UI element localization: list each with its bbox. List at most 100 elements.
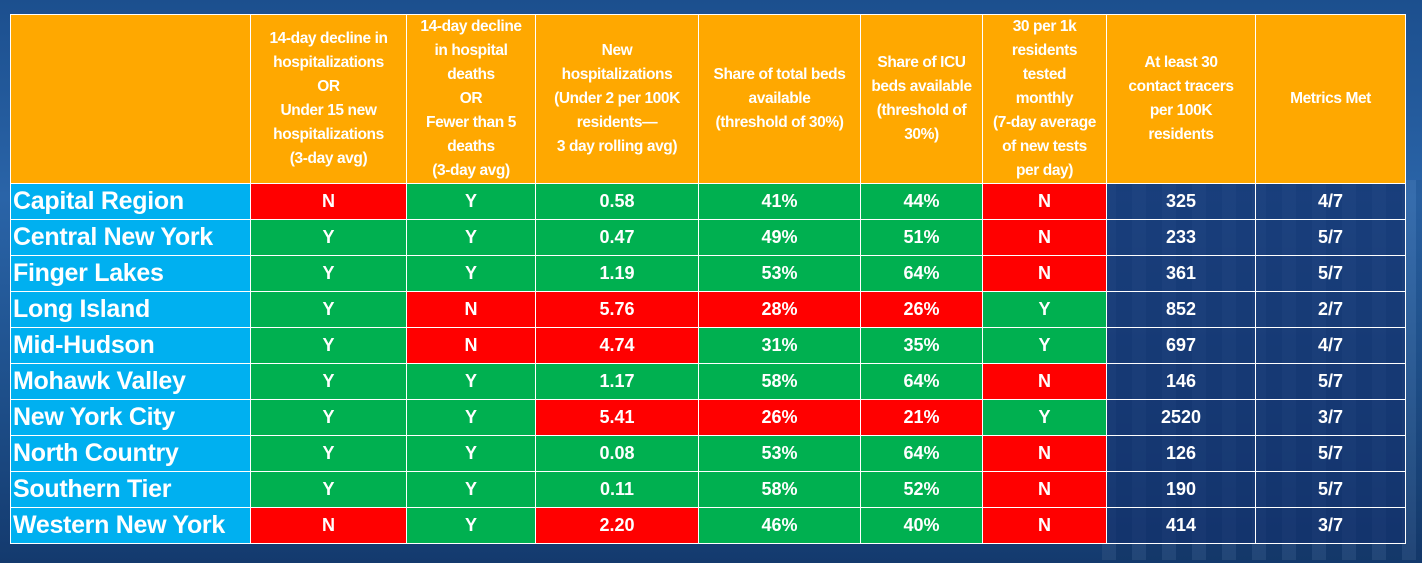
table-row: Southern Tier Y Y 0.11 58% 52% N 190 5/7	[10, 471, 1406, 508]
region-name: Southern Tier	[10, 471, 251, 508]
metric-cell: 5.41	[535, 399, 699, 436]
metric-cell: Y	[406, 471, 536, 508]
metric-cell: Y	[250, 219, 407, 256]
metric-cell: 26%	[860, 291, 983, 328]
table-row: Mid-Hudson Y N 4.74 31% 35% Y 697 4/7	[10, 327, 1406, 364]
metric-cell: 51%	[860, 219, 983, 256]
metrics-met-cell: 2/7	[1255, 291, 1406, 328]
column-header: New hospitalizations (Under 2 per 100K resi…	[535, 14, 699, 184]
metric-cell: 26%	[698, 399, 861, 436]
region-name: Central New York	[10, 219, 251, 256]
column-header	[10, 14, 251, 184]
region-name: Finger Lakes	[10, 255, 251, 292]
column-header: At least 30 contact tracers per 100K reside…	[1106, 14, 1256, 184]
regional-metrics-table: 14-day decline in hospitalizations OR Under…	[10, 14, 1406, 544]
metric-cell: Y	[406, 219, 536, 256]
metric-cell: 0.11	[535, 471, 699, 508]
metric-cell: 64%	[860, 255, 983, 292]
metrics-met-cell: 5/7	[1255, 435, 1406, 472]
region-name: Capital Region	[10, 183, 251, 220]
metric-cell: N	[982, 471, 1107, 508]
metric-cell: 1.19	[535, 255, 699, 292]
metric-cell: 5.76	[535, 291, 699, 328]
metric-cell: 21%	[860, 399, 983, 436]
region-name: North Country	[10, 435, 251, 472]
metric-cell: 52%	[860, 471, 983, 508]
metric-cell: Y	[406, 399, 536, 436]
metric-cell: Y	[250, 255, 407, 292]
metric-cell: Y	[250, 471, 407, 508]
metric-cell: 53%	[698, 435, 861, 472]
metric-cell: N	[982, 255, 1107, 292]
region-name: Mid-Hudson	[10, 327, 251, 364]
metric-cell: 0.47	[535, 219, 699, 256]
contact-tracers-cell: 852	[1106, 291, 1256, 328]
column-header: Share of ICU beds available (threshold of 3…	[860, 14, 983, 184]
metric-cell: Y	[406, 183, 536, 220]
metric-cell: Y	[250, 327, 407, 364]
contact-tracers-cell: 190	[1106, 471, 1256, 508]
table-row: Central New York Y Y 0.47 49% 51% N 233 5/7	[10, 219, 1406, 256]
metric-cell: 0.08	[535, 435, 699, 472]
metric-cell: 0.58	[535, 183, 699, 220]
metric-cell: N	[982, 435, 1107, 472]
column-header: Metrics Met	[1255, 14, 1406, 184]
metric-cell: Y	[982, 291, 1107, 328]
metric-cell: 31%	[698, 327, 861, 364]
metric-cell: 4.74	[535, 327, 699, 364]
metric-cell: N	[406, 327, 536, 364]
table-row: Long Island Y N 5.76 28% 26% Y 852 2/7	[10, 291, 1406, 328]
metric-cell: 35%	[860, 327, 983, 364]
metrics-met-cell: 3/7	[1255, 507, 1406, 544]
metric-cell: 41%	[698, 183, 861, 220]
metric-cell: Y	[250, 399, 407, 436]
region-name: New York City	[10, 399, 251, 436]
metric-cell: 64%	[860, 363, 983, 400]
metric-cell: 44%	[860, 183, 983, 220]
metric-cell: 58%	[698, 471, 861, 508]
metrics-met-cell: 5/7	[1255, 219, 1406, 256]
metric-cell: 28%	[698, 291, 861, 328]
metric-cell: 58%	[698, 363, 861, 400]
metric-cell: 1.17	[535, 363, 699, 400]
metric-cell: Y	[250, 363, 407, 400]
metric-cell: 64%	[860, 435, 983, 472]
metrics-met-cell: 5/7	[1255, 363, 1406, 400]
column-header: 14-day decline in hospitalizations OR Under…	[250, 14, 407, 184]
metrics-met-cell: 4/7	[1255, 183, 1406, 220]
header-row: 14-day decline in hospitalizations OR Under…	[10, 14, 1406, 184]
contact-tracers-cell: 361	[1106, 255, 1256, 292]
metric-cell: N	[982, 219, 1107, 256]
metric-cell: N	[982, 507, 1107, 544]
metric-cell: Y	[406, 435, 536, 472]
table-row: North Country Y Y 0.08 53% 64% N 126 5/7	[10, 435, 1406, 472]
contact-tracers-cell: 146	[1106, 363, 1256, 400]
column-header: Share of total beds available (threshold o…	[698, 14, 861, 184]
metrics-met-cell: 5/7	[1255, 471, 1406, 508]
metric-cell: Y	[406, 255, 536, 292]
region-name: Long Island	[10, 291, 251, 328]
metric-cell: N	[250, 507, 407, 544]
metric-cell: Y	[406, 363, 536, 400]
metric-cell: 53%	[698, 255, 861, 292]
metric-cell: N	[982, 363, 1107, 400]
metric-cell: 40%	[860, 507, 983, 544]
metric-cell: Y	[250, 435, 407, 472]
column-header: 30 per 1k residents tested monthly (7-day av…	[982, 14, 1107, 184]
metrics-met-cell: 5/7	[1255, 255, 1406, 292]
metric-cell: Y	[982, 327, 1107, 364]
metrics-met-cell: 4/7	[1255, 327, 1406, 364]
region-name: Western New York	[10, 507, 251, 544]
contact-tracers-cell: 126	[1106, 435, 1256, 472]
region-name: Mohawk Valley	[10, 363, 251, 400]
metric-cell: N	[982, 183, 1107, 220]
metric-cell: N	[250, 183, 407, 220]
table-row: Finger Lakes Y Y 1.19 53% 64% N 361 5/7	[10, 255, 1406, 292]
table-row: Capital Region N Y 0.58 41% 44% N 325 4/7	[10, 183, 1406, 220]
contact-tracers-cell: 325	[1106, 183, 1256, 220]
contact-tracers-cell: 697	[1106, 327, 1256, 364]
column-header: 14-day decline in hospital deaths OR Fewer t…	[406, 14, 536, 184]
contact-tracers-cell: 233	[1106, 219, 1256, 256]
metric-cell: N	[406, 291, 536, 328]
metric-cell: Y	[250, 291, 407, 328]
